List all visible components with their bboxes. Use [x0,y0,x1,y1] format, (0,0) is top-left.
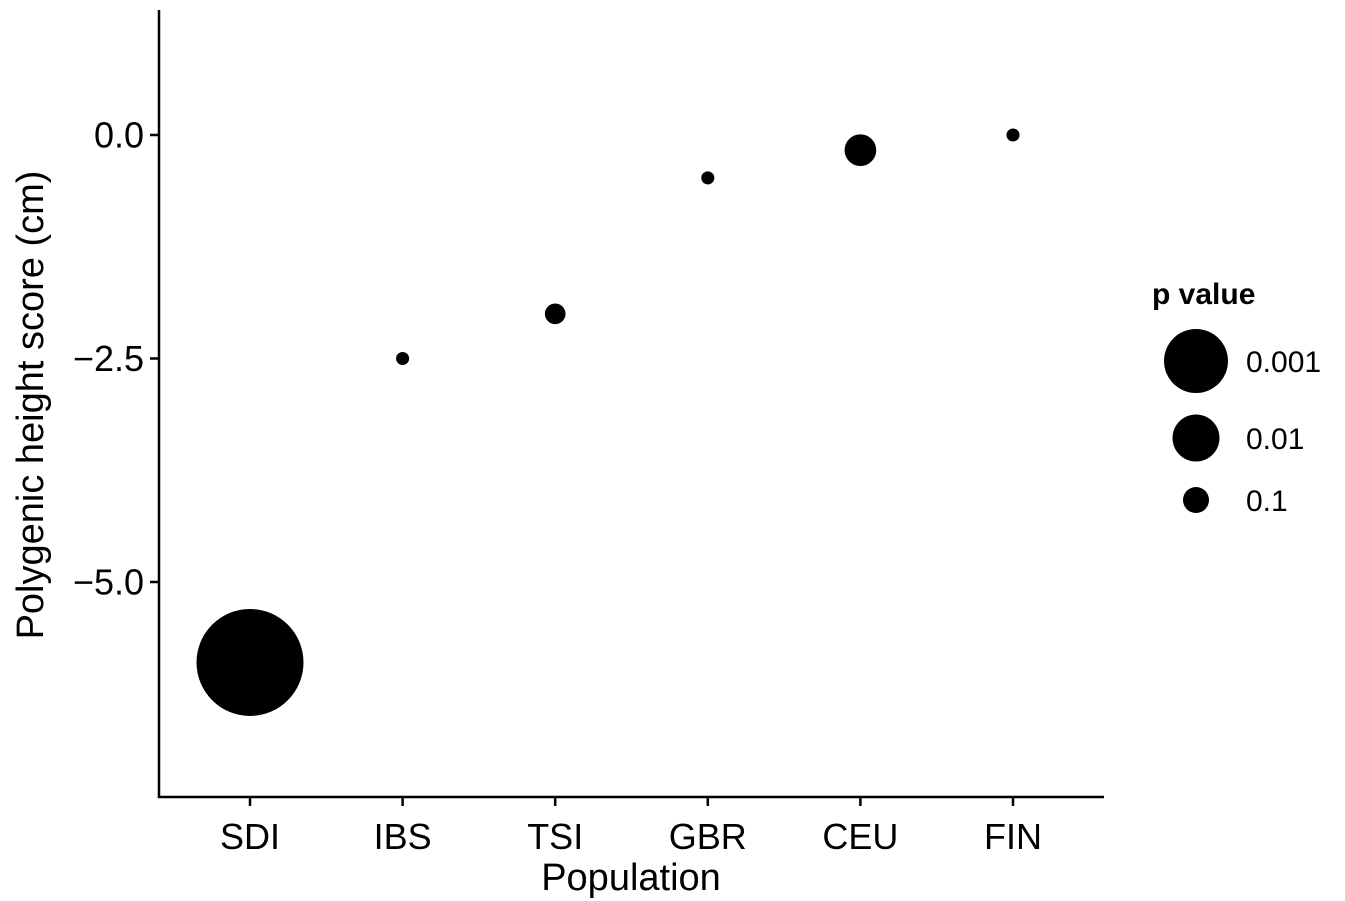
axes [157,10,1104,799]
legend-key-circle [1172,414,1220,462]
x-tick-label: CEU [822,816,898,857]
data-point-tsi [544,303,566,325]
y-tick-label: −2.5 [73,338,144,379]
x-tick-label: TSI [527,816,583,857]
x-tick-label: SDI [220,816,280,857]
data-point-ibs [396,351,410,366]
legend-title: p value [1152,278,1255,311]
x-ticks: SDI IBS TSI GBR CEU FIN [220,797,1042,857]
x-tick-label: GBR [669,816,747,857]
y-tick-label: −5.0 [73,562,144,603]
x-tick-label: IBS [374,816,432,857]
legend-entries: 0.001 0.01 0.1 [1164,329,1321,518]
data-point-gbr [701,171,715,185]
x-axis-title: Population [541,857,721,899]
legend-label: 0.1 [1246,485,1288,518]
data-point-ceu [844,134,877,167]
y-tick-label: 0.0 [94,115,144,156]
legend-key-circle [1183,487,1209,513]
legend-key-circle [1164,329,1228,393]
legend: p value 0.001 0.01 0.1 [1152,278,1321,518]
y-axis-title: Polygenic height score (cm) [10,171,52,640]
legend-label: 0.01 [1246,423,1304,456]
y-ticks: 0.0 −2.5 −5.0 [73,115,159,603]
data-point-sdi [196,608,304,716]
x-tick-label: FIN [984,816,1042,857]
data-point-fin [1006,128,1020,142]
legend-label: 0.001 [1246,346,1321,379]
data-points [196,128,1020,716]
